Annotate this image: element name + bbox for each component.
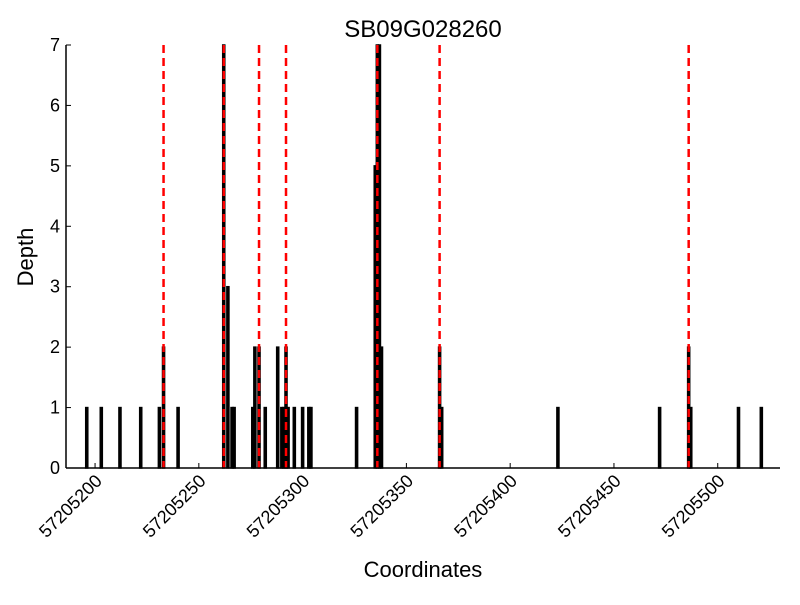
x-tick-label: 57205500 bbox=[658, 471, 729, 542]
bar bbox=[309, 406, 313, 469]
y-tick-label: 4 bbox=[50, 216, 60, 236]
y-tick-label: 2 bbox=[50, 337, 60, 357]
bar bbox=[657, 406, 662, 469]
bar bbox=[84, 406, 89, 469]
y-tick-label: 5 bbox=[50, 156, 60, 176]
bar bbox=[292, 406, 297, 469]
y-axis-label: Depth bbox=[13, 228, 38, 287]
y-tick-label: 6 bbox=[50, 95, 60, 115]
chart-title: SB09G028260 bbox=[344, 16, 501, 43]
bar bbox=[118, 406, 122, 469]
x-tick-label: 57205400 bbox=[450, 471, 521, 542]
bar bbox=[176, 406, 180, 469]
x-tick-label: 57205250 bbox=[139, 471, 210, 542]
bar bbox=[759, 406, 764, 469]
x-tick-label: 57205300 bbox=[243, 471, 314, 542]
bar bbox=[232, 406, 236, 469]
x-tick-label: 57205200 bbox=[35, 471, 106, 542]
x-axis-label: Coordinates bbox=[364, 557, 483, 582]
y-tick-label: 3 bbox=[50, 277, 60, 297]
bar bbox=[275, 346, 280, 469]
bar bbox=[736, 406, 741, 469]
x-tick-label: 57205350 bbox=[346, 471, 417, 542]
bar bbox=[300, 406, 305, 469]
y-tick-label: 0 bbox=[50, 458, 60, 478]
bar bbox=[138, 406, 143, 469]
bar bbox=[226, 285, 230, 469]
axes-group: 0 1 2 3 4 5 6 7 57205200 57205250 57205300 57205350… bbox=[35, 35, 780, 541]
bar bbox=[556, 406, 560, 469]
bars-group bbox=[84, 44, 764, 469]
y-tick-label: 1 bbox=[50, 398, 60, 418]
bar bbox=[253, 346, 257, 469]
bar bbox=[157, 406, 162, 469]
bar bbox=[99, 406, 104, 469]
bar bbox=[688, 406, 693, 469]
y-tick-label: 7 bbox=[50, 35, 60, 55]
bar bbox=[354, 406, 359, 469]
bar bbox=[263, 406, 268, 469]
x-tick-label: 57205450 bbox=[554, 471, 625, 542]
bar bbox=[286, 406, 290, 469]
marker-lines-group bbox=[162, 45, 690, 468]
bar bbox=[439, 406, 444, 469]
bar bbox=[379, 346, 384, 469]
